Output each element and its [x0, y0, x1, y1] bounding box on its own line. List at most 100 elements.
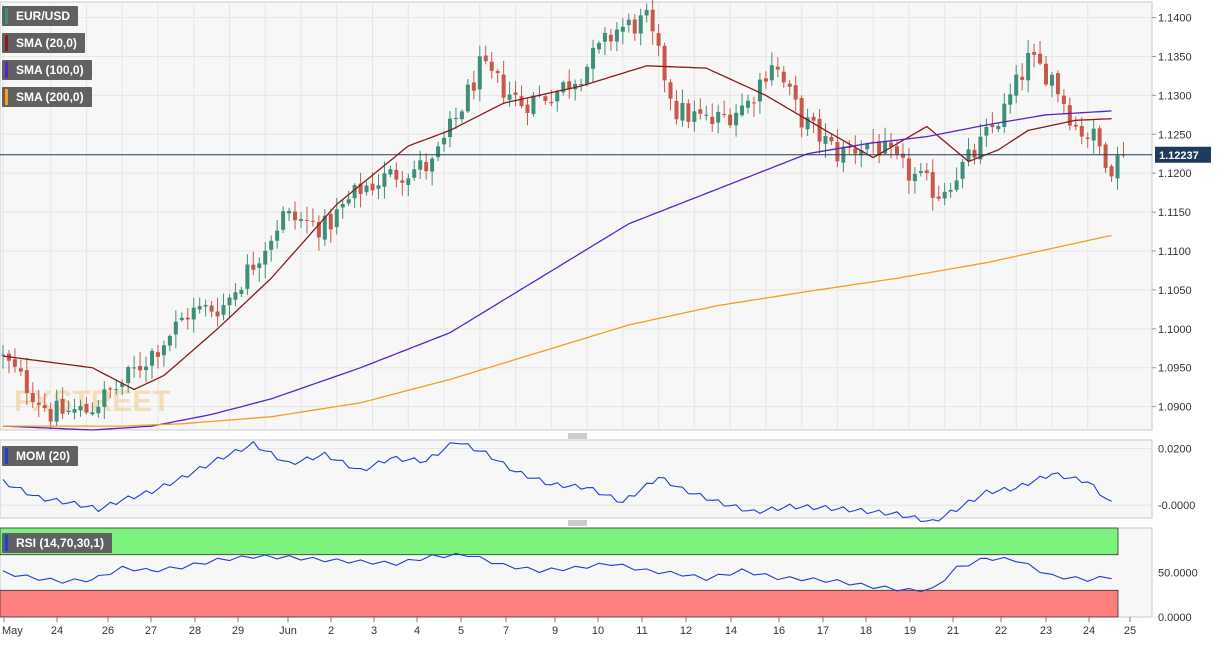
candle-body-178 [1061, 95, 1066, 104]
candle-160 [954, 167, 959, 193]
candle-67 [400, 171, 405, 196]
candle-38 [227, 294, 232, 318]
candle-181 [1079, 117, 1084, 145]
candle-body-29 [173, 321, 178, 335]
price-ytick-9: 1.0950 [1158, 363, 1192, 375]
sma20-legend: SMA (20,0) [2, 33, 85, 53]
candle-82 [489, 51, 494, 79]
candle-5 [30, 382, 35, 409]
candle-body-168 [1002, 103, 1007, 127]
candle-70 [418, 150, 423, 179]
candle-158 [942, 182, 947, 206]
candle-body-143 [853, 148, 858, 154]
candle-body-104 [620, 26, 625, 32]
rsi-overbought-zone [0, 527, 1119, 556]
candle-body-27 [161, 345, 166, 356]
candle-body-38 [227, 297, 232, 306]
candle-body-185 [1103, 144, 1108, 168]
candle-body-121 [722, 114, 727, 116]
candle-2 [12, 348, 17, 373]
candle-14 [84, 396, 89, 415]
candle-body-127 [757, 79, 762, 102]
x-tick-label-23: 23 [1040, 625, 1052, 637]
candle-body-164 [978, 136, 983, 160]
candle-58 [346, 190, 351, 207]
candle-87 [519, 85, 524, 109]
candle-body-157 [936, 196, 941, 199]
candle-body-122 [728, 114, 733, 126]
mom-legend: MOM (20) [2, 446, 78, 466]
candle-body-170 [1014, 74, 1019, 96]
price-ytick-4: 1.1200 [1158, 168, 1192, 180]
candle-body-124 [740, 105, 745, 116]
candle-180 [1073, 116, 1078, 131]
sma200-label: SMA (200,0) [16, 90, 84, 104]
candle-body-23 [138, 366, 143, 371]
candle-body-89 [531, 95, 536, 115]
candle-80 [477, 45, 482, 102]
rsi-oversold-zone [0, 589, 1119, 618]
candle-body-18 [108, 388, 113, 390]
candle-body-163 [972, 149, 977, 158]
candle-117 [698, 98, 703, 120]
candle-body-79 [471, 82, 476, 91]
momentum-line [2, 440, 1112, 523]
x-tick-label-16: 14 [725, 625, 737, 637]
candle-body-130 [775, 66, 780, 70]
candle-153 [912, 167, 917, 194]
candle-41 [245, 254, 250, 295]
candle-body-34 [203, 304, 208, 307]
candle-body-144 [859, 150, 864, 156]
candle-62 [370, 172, 375, 196]
candle-177 [1055, 70, 1060, 103]
candle-169 [1008, 83, 1013, 114]
candle-61 [364, 181, 369, 196]
sma200-legend: SMA (200,0) [2, 87, 92, 107]
price-ytick-10: 1.0900 [1158, 402, 1192, 414]
candle-103 [614, 22, 619, 52]
candle-body-69 [412, 169, 417, 178]
candle-body-115 [686, 103, 691, 122]
candle-body-37 [221, 305, 226, 315]
candle-57 [340, 198, 345, 219]
candle-155 [924, 163, 929, 181]
momentum-ytick-0: 0.0200 [1158, 444, 1192, 456]
candle-body-129 [769, 65, 774, 81]
candle-body-51 [304, 219, 309, 221]
x-tick-label-10: 5 [458, 625, 464, 637]
x-tick-label-21: 21 [947, 625, 959, 637]
x-tick-label-17: 16 [773, 625, 785, 637]
candle-body-142 [847, 146, 852, 148]
sma100-label: SMA (100,0) [16, 63, 84, 77]
candle-body-46 [275, 230, 280, 241]
candle-72 [430, 156, 435, 186]
candle-body-155 [924, 170, 929, 173]
candle-28 [167, 334, 172, 352]
candle-167 [996, 123, 1001, 133]
candle-78 [465, 79, 470, 114]
candle-body-174 [1038, 53, 1043, 64]
candle-4 [24, 357, 29, 405]
candle-body-81 [483, 55, 488, 62]
candle-body-133 [793, 85, 798, 100]
x-tick-label-6: Jun [279, 625, 297, 637]
candle-49 [293, 201, 298, 230]
candle-body-48 [287, 210, 292, 214]
candle-39 [233, 283, 238, 307]
candle-13 [78, 399, 83, 417]
candle-101 [602, 27, 607, 56]
candle-151 [900, 143, 905, 169]
candle-163 [972, 143, 977, 165]
x-tick-label-5: 29 [232, 625, 244, 637]
candle-body-95 [567, 81, 572, 90]
candle-body-42 [251, 264, 256, 270]
candle-29 [173, 310, 178, 349]
candle-body-40 [239, 289, 244, 294]
candle-22 [132, 355, 137, 378]
candle-108 [644, 3, 649, 23]
price-plot-area [0, 1, 1153, 431]
candle-88 [525, 97, 530, 126]
candle-115 [686, 99, 691, 129]
candle-body-65 [388, 169, 393, 175]
candle-body-140 [835, 142, 840, 162]
